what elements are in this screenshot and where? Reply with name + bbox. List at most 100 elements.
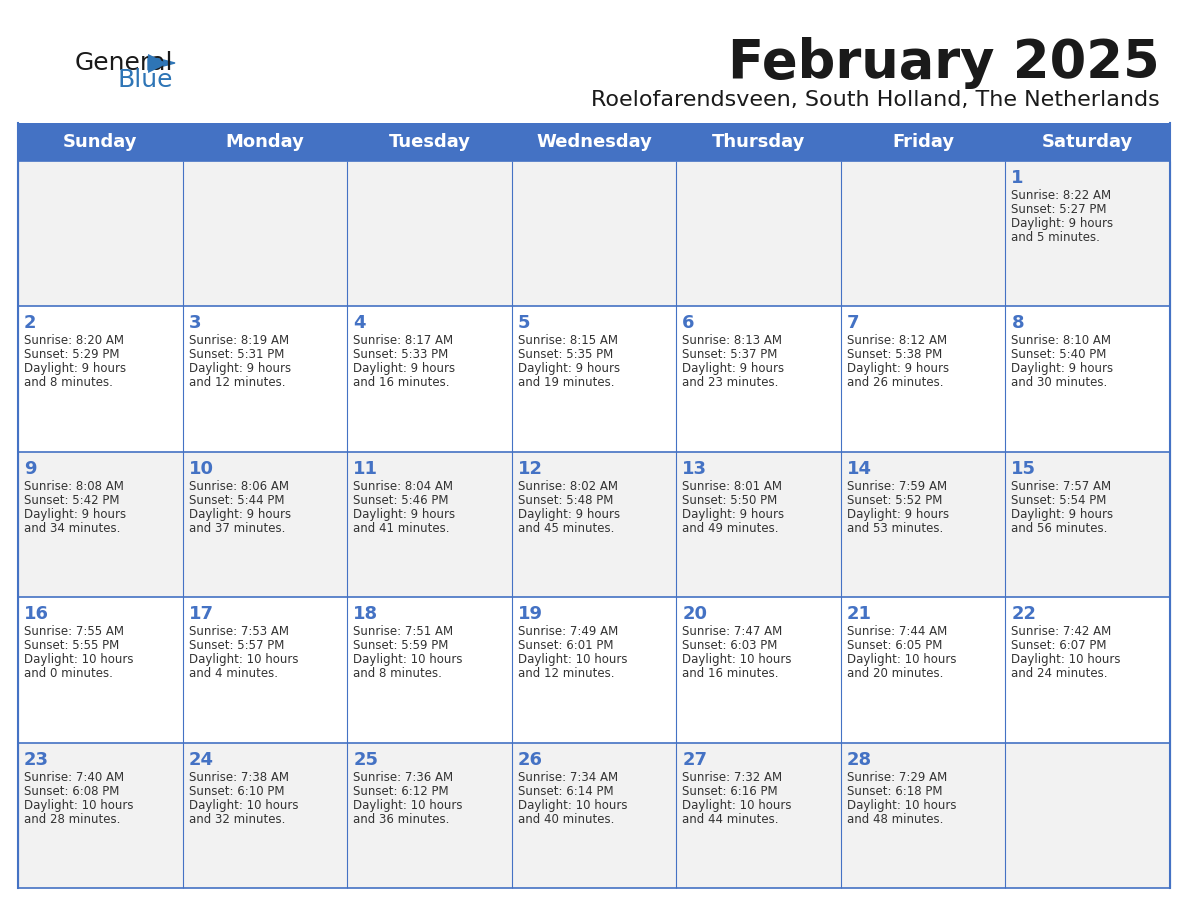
Text: Sunset: 5:52 PM: Sunset: 5:52 PM: [847, 494, 942, 507]
Text: and 24 minutes.: and 24 minutes.: [1011, 667, 1108, 680]
Text: Sunset: 5:44 PM: Sunset: 5:44 PM: [189, 494, 284, 507]
Text: and 34 minutes.: and 34 minutes.: [24, 521, 120, 535]
Text: Daylight: 10 hours: Daylight: 10 hours: [847, 799, 956, 812]
Text: Daylight: 10 hours: Daylight: 10 hours: [518, 799, 627, 812]
Text: Sunrise: 7:38 AM: Sunrise: 7:38 AM: [189, 770, 289, 784]
Text: Sunset: 5:54 PM: Sunset: 5:54 PM: [1011, 494, 1107, 507]
Text: 27: 27: [682, 751, 707, 768]
Text: Daylight: 10 hours: Daylight: 10 hours: [847, 654, 956, 666]
Text: and 16 minutes.: and 16 minutes.: [682, 667, 779, 680]
Text: Sunrise: 7:47 AM: Sunrise: 7:47 AM: [682, 625, 783, 638]
Text: Sunrise: 8:10 AM: Sunrise: 8:10 AM: [1011, 334, 1112, 347]
Text: Sunrise: 7:53 AM: Sunrise: 7:53 AM: [189, 625, 289, 638]
Text: 11: 11: [353, 460, 378, 477]
Text: 8: 8: [1011, 314, 1024, 332]
Text: and 12 minutes.: and 12 minutes.: [189, 376, 285, 389]
Text: Daylight: 10 hours: Daylight: 10 hours: [24, 799, 133, 812]
Text: Daylight: 10 hours: Daylight: 10 hours: [353, 654, 462, 666]
Text: and 0 minutes.: and 0 minutes.: [24, 667, 113, 680]
Text: and 53 minutes.: and 53 minutes.: [847, 521, 943, 535]
Text: Daylight: 9 hours: Daylight: 9 hours: [1011, 363, 1113, 375]
Text: Sunset: 5:35 PM: Sunset: 5:35 PM: [518, 349, 613, 362]
Text: 18: 18: [353, 605, 378, 623]
Text: Daylight: 9 hours: Daylight: 9 hours: [353, 363, 455, 375]
FancyBboxPatch shape: [18, 743, 1170, 888]
Text: Tuesday: Tuesday: [388, 133, 470, 151]
Polygon shape: [148, 56, 175, 70]
Text: Sunrise: 7:42 AM: Sunrise: 7:42 AM: [1011, 625, 1112, 638]
Text: Daylight: 9 hours: Daylight: 9 hours: [518, 508, 620, 521]
Text: Daylight: 9 hours: Daylight: 9 hours: [1011, 217, 1113, 230]
Text: Daylight: 9 hours: Daylight: 9 hours: [189, 363, 291, 375]
Text: and 32 minutes.: and 32 minutes.: [189, 812, 285, 825]
Text: Daylight: 10 hours: Daylight: 10 hours: [24, 654, 133, 666]
Text: Daylight: 10 hours: Daylight: 10 hours: [189, 799, 298, 812]
Text: and 30 minutes.: and 30 minutes.: [1011, 376, 1107, 389]
Text: Sunrise: 8:02 AM: Sunrise: 8:02 AM: [518, 480, 618, 493]
Text: 22: 22: [1011, 605, 1036, 623]
Text: Sunset: 5:29 PM: Sunset: 5:29 PM: [24, 349, 120, 362]
Text: Sunset: 6:08 PM: Sunset: 6:08 PM: [24, 785, 119, 798]
Text: and 37 minutes.: and 37 minutes.: [189, 521, 285, 535]
Text: 15: 15: [1011, 460, 1036, 477]
Text: Sunrise: 8:15 AM: Sunrise: 8:15 AM: [518, 334, 618, 347]
Text: General: General: [75, 51, 173, 75]
Text: and 48 minutes.: and 48 minutes.: [847, 812, 943, 825]
Text: Sunrise: 7:36 AM: Sunrise: 7:36 AM: [353, 770, 454, 784]
Text: Sunset: 5:50 PM: Sunset: 5:50 PM: [682, 494, 777, 507]
Text: Sunset: 5:27 PM: Sunset: 5:27 PM: [1011, 203, 1107, 216]
Text: Sunrise: 8:19 AM: Sunrise: 8:19 AM: [189, 334, 289, 347]
Text: and 26 minutes.: and 26 minutes.: [847, 376, 943, 389]
Text: Daylight: 9 hours: Daylight: 9 hours: [518, 363, 620, 375]
Text: 14: 14: [847, 460, 872, 477]
Text: Sunset: 5:38 PM: Sunset: 5:38 PM: [847, 349, 942, 362]
Text: Daylight: 9 hours: Daylight: 9 hours: [847, 508, 949, 521]
Text: Sunrise: 8:08 AM: Sunrise: 8:08 AM: [24, 480, 124, 493]
Text: 23: 23: [24, 751, 49, 768]
Text: and 8 minutes.: and 8 minutes.: [353, 667, 442, 680]
Text: 4: 4: [353, 314, 366, 332]
Text: Sunset: 5:42 PM: Sunset: 5:42 PM: [24, 494, 120, 507]
Text: Sunset: 5:57 PM: Sunset: 5:57 PM: [189, 639, 284, 652]
Text: Daylight: 9 hours: Daylight: 9 hours: [847, 363, 949, 375]
Text: 25: 25: [353, 751, 378, 768]
Text: Sunrise: 7:55 AM: Sunrise: 7:55 AM: [24, 625, 124, 638]
Text: Sunrise: 7:44 AM: Sunrise: 7:44 AM: [847, 625, 947, 638]
Text: Sunset: 6:16 PM: Sunset: 6:16 PM: [682, 785, 778, 798]
Text: and 49 minutes.: and 49 minutes.: [682, 521, 779, 535]
Text: Sunrise: 8:06 AM: Sunrise: 8:06 AM: [189, 480, 289, 493]
FancyBboxPatch shape: [18, 452, 1170, 598]
Text: 28: 28: [847, 751, 872, 768]
Text: 7: 7: [847, 314, 859, 332]
Text: Sunday: Sunday: [63, 133, 138, 151]
Text: Sunset: 6:03 PM: Sunset: 6:03 PM: [682, 639, 778, 652]
Text: Daylight: 10 hours: Daylight: 10 hours: [518, 654, 627, 666]
FancyBboxPatch shape: [18, 161, 1170, 307]
Text: 12: 12: [518, 460, 543, 477]
Text: Sunset: 6:07 PM: Sunset: 6:07 PM: [1011, 639, 1107, 652]
Text: 9: 9: [24, 460, 37, 477]
Text: Sunrise: 8:12 AM: Sunrise: 8:12 AM: [847, 334, 947, 347]
Text: and 36 minutes.: and 36 minutes.: [353, 812, 449, 825]
Text: and 28 minutes.: and 28 minutes.: [24, 812, 120, 825]
Text: Sunrise: 8:22 AM: Sunrise: 8:22 AM: [1011, 189, 1112, 202]
Text: Sunset: 5:40 PM: Sunset: 5:40 PM: [1011, 349, 1107, 362]
Text: Sunset: 5:55 PM: Sunset: 5:55 PM: [24, 639, 119, 652]
Text: and 5 minutes.: and 5 minutes.: [1011, 231, 1100, 244]
Text: and 12 minutes.: and 12 minutes.: [518, 667, 614, 680]
Text: and 19 minutes.: and 19 minutes.: [518, 376, 614, 389]
Text: Daylight: 10 hours: Daylight: 10 hours: [682, 654, 791, 666]
FancyBboxPatch shape: [18, 123, 1170, 161]
Text: 17: 17: [189, 605, 214, 623]
Text: Sunset: 6:12 PM: Sunset: 6:12 PM: [353, 785, 449, 798]
Text: Sunset: 5:37 PM: Sunset: 5:37 PM: [682, 349, 778, 362]
Text: Sunrise: 7:49 AM: Sunrise: 7:49 AM: [518, 625, 618, 638]
Text: Blue: Blue: [118, 68, 173, 92]
Text: 20: 20: [682, 605, 707, 623]
Text: Thursday: Thursday: [712, 133, 805, 151]
Text: Sunrise: 8:04 AM: Sunrise: 8:04 AM: [353, 480, 453, 493]
Text: Sunrise: 8:01 AM: Sunrise: 8:01 AM: [682, 480, 782, 493]
Text: and 23 minutes.: and 23 minutes.: [682, 376, 778, 389]
Text: Sunrise: 7:34 AM: Sunrise: 7:34 AM: [518, 770, 618, 784]
Text: Sunrise: 7:57 AM: Sunrise: 7:57 AM: [1011, 480, 1112, 493]
